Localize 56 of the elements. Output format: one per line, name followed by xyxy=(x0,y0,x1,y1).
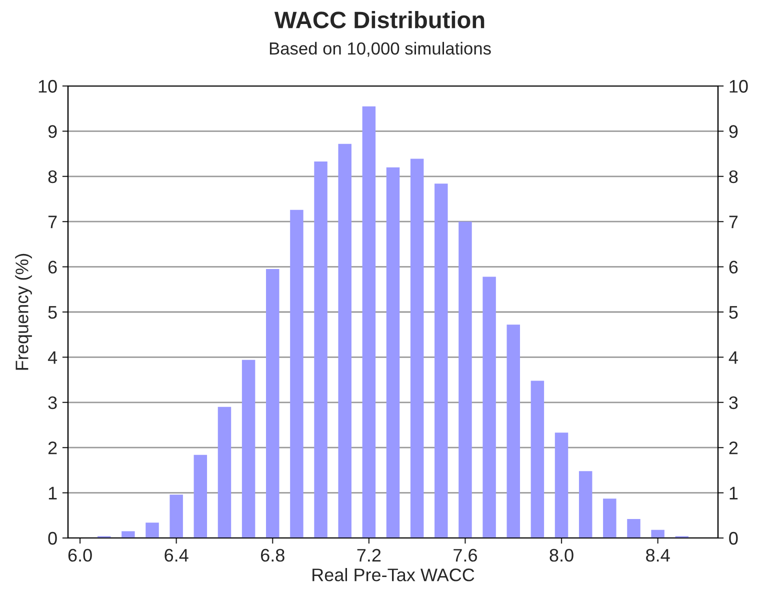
y2-tick-label: 8 xyxy=(729,170,738,184)
bar xyxy=(266,269,280,538)
y-tick-label: 8 xyxy=(48,170,57,184)
y2-tick-label: 2 xyxy=(729,442,738,454)
y2-tick-label: 3 xyxy=(729,396,738,410)
x-tick-label: 7.2 xyxy=(357,548,381,562)
bar xyxy=(170,494,183,538)
y-tick-label: 1 xyxy=(48,486,57,500)
y2-tick-label: 10 xyxy=(730,80,748,93)
y-tick-label: 0 xyxy=(48,532,57,545)
bar xyxy=(362,106,376,538)
bar xyxy=(651,530,664,538)
x-tick-label: 6.4 xyxy=(164,548,188,562)
y2-tick-label: 5 xyxy=(729,306,738,319)
x-axis-title: Real Pre-Tax WACC xyxy=(312,568,474,582)
y2-tick-label: 6 xyxy=(729,260,738,274)
x-tick-label: 7.6 xyxy=(454,548,477,562)
x-tick-label: 8.0 xyxy=(550,548,574,562)
bar xyxy=(386,167,400,538)
x-tick-label: 8.4 xyxy=(646,548,670,562)
bar xyxy=(530,380,544,538)
y2-tick-label: 7 xyxy=(729,216,738,228)
bar xyxy=(603,498,616,538)
y-axis-title: Frequency (%) xyxy=(15,254,32,370)
bar xyxy=(482,276,496,538)
bar xyxy=(290,210,304,538)
y-tick-label: 4 xyxy=(48,351,58,364)
y-tick-label: 2 xyxy=(48,442,57,454)
y2-tick-label: 1 xyxy=(730,486,738,500)
bar xyxy=(242,360,256,538)
chart-subtitle: Based on 10,000 simulations xyxy=(270,42,491,57)
y2-tick-label: 4 xyxy=(728,351,738,364)
y-tick-label: 10 xyxy=(38,80,57,93)
y2-tick-label: 0 xyxy=(729,532,738,545)
y-tick-label: 9 xyxy=(48,125,57,138)
bar xyxy=(627,519,640,538)
bar xyxy=(434,184,448,538)
bar xyxy=(554,432,568,538)
bar xyxy=(410,158,424,538)
x-tick-label: 6.8 xyxy=(261,548,284,562)
y2-tick-label: 9 xyxy=(729,125,738,138)
bar xyxy=(338,144,352,538)
bar xyxy=(218,406,232,538)
bar xyxy=(122,531,135,538)
bar xyxy=(194,454,208,538)
x-tick-label: 6.0 xyxy=(68,548,92,562)
bar xyxy=(506,324,520,538)
chart-title: WACC Distribution xyxy=(274,10,484,28)
bar xyxy=(578,471,592,538)
y-tick-label: 3 xyxy=(48,396,57,410)
y-tick-label: 6 xyxy=(48,260,57,274)
bar xyxy=(314,161,328,538)
bar xyxy=(458,222,472,538)
y-tick-label: 7 xyxy=(48,216,57,228)
bar xyxy=(146,522,159,538)
y-tick-label: 5 xyxy=(48,306,57,319)
